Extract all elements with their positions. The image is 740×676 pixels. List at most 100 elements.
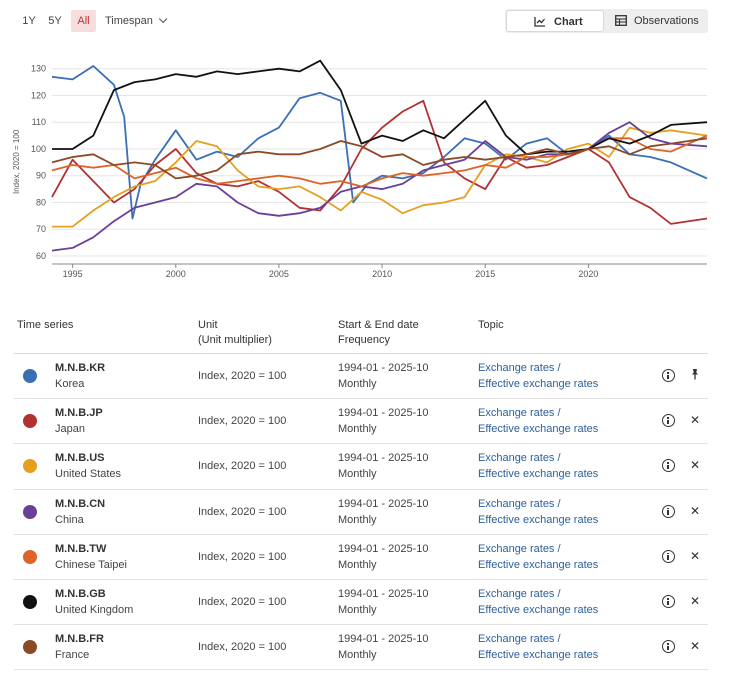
series-unit: Index, 2020 = 100	[198, 505, 287, 518]
series-code: M.N.B.KR	[55, 362, 106, 374]
header-topic: Topic	[478, 319, 504, 331]
close-icon[interactable]: ✕	[689, 503, 701, 518]
topic-link[interactable]: Effective exchange rates	[478, 558, 599, 571]
series-color-dot	[23, 459, 37, 474]
series-line-cn	[51, 121, 708, 252]
topic-link[interactable]: Effective exchange rates	[478, 468, 599, 481]
topic-link[interactable]: Effective exchange rates	[478, 378, 599, 390]
x-tick-label: 2005	[269, 269, 289, 279]
topic-link[interactable]: Effective exchange rates	[478, 423, 599, 436]
series-code: M.N.B.JP	[55, 407, 103, 420]
toolbar: 1Y 5Y All Timespan	[0, 10, 740, 32]
timespan-dropdown[interactable]: Timespan	[105, 10, 168, 32]
series-dates: 1994-01 - 2025-10	[338, 362, 429, 374]
line-chart: 60 70 80 90 100 110 120 130 1995 2000 2005 2010 2015…	[0, 44, 740, 284]
series-unit: Index, 2020 = 100	[198, 550, 287, 563]
table-row: M.N.B.JP Japan Index, 2020 = 100 1994-01 - …	[14, 399, 708, 445]
series-dates: 1994-01 - 2025-10	[338, 452, 429, 465]
info-icon[interactable]	[662, 459, 675, 473]
info-icon[interactable]	[662, 640, 675, 654]
series-frequency: Monthly	[338, 649, 377, 662]
series-country: United Kingdom	[55, 603, 134, 616]
topic-link[interactable]: Exchange rates /	[478, 633, 561, 646]
topic-link[interactable]: Exchange rates /	[478, 452, 561, 465]
series-table: Time series Unit (Unit multiplier) Start…	[14, 312, 708, 671]
range-5y-button[interactable]: 5Y	[48, 15, 62, 27]
topic-link[interactable]: Exchange rates /	[478, 497, 561, 510]
series-color-dot	[23, 504, 37, 519]
topic-link[interactable]: Exchange rates /	[478, 362, 561, 374]
info-icon[interactable]	[662, 369, 675, 382]
observations-view-button[interactable]: Observations	[608, 10, 708, 32]
chart-view-button[interactable]: Chart	[506, 10, 604, 32]
series-line-tw	[51, 134, 708, 188]
info-icon[interactable]	[662, 414, 675, 428]
close-icon[interactable]: ✕	[689, 458, 701, 473]
y-tick-label: 130	[31, 64, 46, 74]
series-color-dot	[23, 594, 37, 609]
series-country: Japan	[55, 423, 85, 436]
table-row: M.N.B.CN China Index, 2020 = 100 1994-01 - …	[14, 490, 708, 535]
series-frequency: Monthly	[338, 378, 377, 390]
table-body: M.N.B.KR Korea Index, 2020 = 100 1994-01 - …	[14, 354, 708, 671]
series-dates: 1994-01 - 2025-10	[338, 407, 429, 420]
x-tick-label: 2015	[475, 269, 495, 279]
series-country: China	[55, 513, 84, 526]
series-code: M.N.B.TW	[55, 542, 107, 555]
topic-link[interactable]: Exchange rates /	[478, 407, 561, 420]
topic-link[interactable]: Effective exchange rates	[478, 649, 599, 662]
series-dates: 1994-01 - 2025-10	[338, 633, 429, 646]
topic-link[interactable]: Effective exchange rates	[478, 513, 599, 526]
info-icon[interactable]	[662, 504, 675, 518]
series-frequency: Monthly	[338, 468, 377, 481]
series-line-jp	[51, 99, 708, 225]
header-dates-label: Start & End date	[338, 319, 419, 331]
close-icon[interactable]: ✕	[689, 593, 701, 608]
x-tick-label: 1995	[63, 269, 83, 279]
series-line-gb	[52, 59, 708, 156]
series-line-kr	[51, 65, 708, 220]
topic-link[interactable]: Exchange rates /	[478, 542, 561, 555]
topic-link[interactable]: Exchange rates /	[478, 587, 561, 600]
series-dates: 1994-01 - 2025-10	[338, 497, 429, 510]
header-unit-label: Unit	[198, 319, 218, 331]
series-frequency: Monthly	[338, 603, 377, 616]
series-country: Chinese Taipei	[55, 558, 127, 571]
series-code: M.N.B.GB	[55, 587, 106, 600]
series-color-dot	[23, 640, 37, 655]
table-row: M.N.B.KR Korea Index, 2020 = 100 1994-01 - …	[14, 354, 708, 400]
x-tick-label: 2010	[372, 269, 392, 279]
series-line-fr	[51, 137, 708, 180]
series-unit: Index, 2020 = 100	[198, 415, 287, 428]
view-toggle: Chart Observations	[505, 9, 708, 33]
series-code: M.N.B.FR	[55, 633, 104, 646]
table-row: M.N.B.GB United Kingdom Index, 2020 = 100 1…	[14, 580, 708, 626]
range-all-button[interactable]: All	[71, 10, 96, 32]
series-frequency: Monthly	[338, 423, 377, 436]
topic-link[interactable]: Effective exchange rates	[478, 603, 599, 616]
table-icon	[615, 15, 627, 26]
chart-view-label: Chart	[554, 16, 583, 28]
close-icon[interactable]: ✕	[689, 548, 701, 563]
info-icon[interactable]	[662, 549, 675, 563]
y-tick-label: 60	[36, 251, 46, 261]
close-icon[interactable]: ✕	[689, 413, 701, 428]
header-dates: Start & End date Frequency	[338, 318, 419, 348]
x-tick-label: 2000	[166, 269, 186, 279]
header-frequency: Frequency	[338, 334, 390, 346]
y-tick-label: 120	[31, 90, 46, 100]
y-tick-label: 90	[36, 171, 46, 181]
series-code: M.N.B.CN	[55, 497, 106, 510]
close-icon[interactable]: ✕	[689, 639, 701, 654]
y-tick-label: 80	[36, 197, 46, 207]
y-tick-label: 110	[32, 117, 46, 127]
pin-icon[interactable]	[688, 368, 702, 382]
table-row: M.N.B.FR France Index, 2020 = 100 1994-01 -…	[14, 625, 708, 671]
series-unit: Index, 2020 = 100	[198, 641, 287, 654]
info-icon[interactable]	[662, 594, 675, 608]
range-1y-button[interactable]: 1Y	[22, 15, 36, 27]
header-unit-multiplier: (Unit multiplier)	[198, 334, 272, 346]
series-unit: Index, 2020 = 100	[198, 595, 287, 608]
series-dates: 1994-01 - 2025-10	[338, 542, 429, 555]
line-chart-icon	[534, 17, 545, 27]
